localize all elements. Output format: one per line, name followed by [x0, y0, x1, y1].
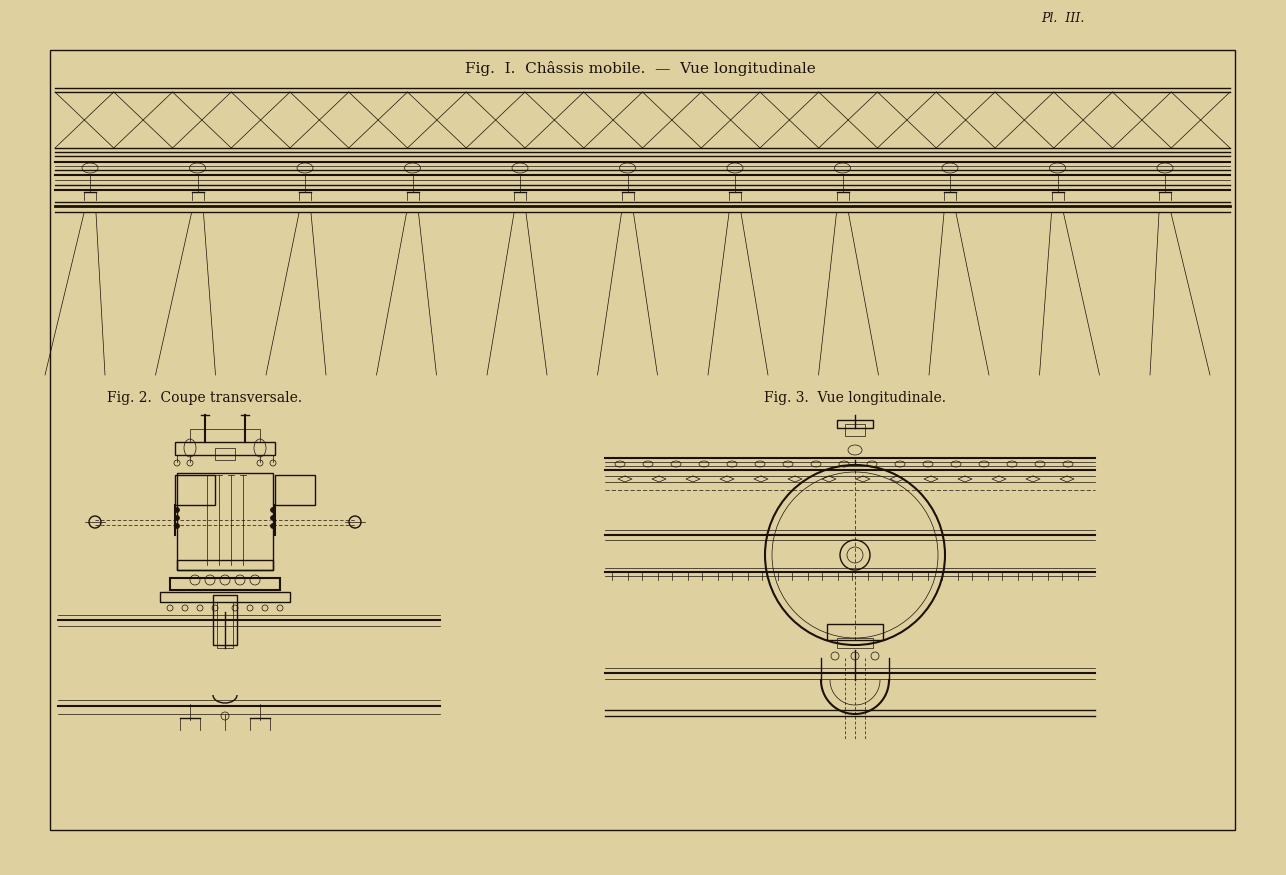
Text: Fig. 3.  Vue longitudinale.: Fig. 3. Vue longitudinale.: [764, 391, 946, 405]
Circle shape: [270, 507, 275, 513]
Bar: [190, 429, 260, 442]
Bar: [845, 424, 865, 436]
Bar: [827, 624, 883, 640]
Bar: [170, 578, 280, 590]
Bar: [837, 420, 873, 428]
Bar: [159, 592, 291, 602]
Circle shape: [175, 515, 180, 521]
Circle shape: [270, 523, 275, 528]
Bar: [837, 638, 873, 648]
Bar: [275, 475, 315, 505]
Bar: [177, 473, 273, 570]
Bar: [215, 448, 235, 460]
Bar: [213, 595, 237, 645]
Bar: [175, 442, 275, 455]
Bar: [217, 602, 233, 648]
Text: Fig.  I.  Châssis mobile.  —  Vue longitudinale: Fig. I. Châssis mobile. — Vue longitudin…: [464, 60, 815, 75]
Text: Pl.  III.: Pl. III.: [1042, 12, 1084, 25]
Bar: [177, 560, 273, 570]
Circle shape: [270, 515, 275, 521]
Circle shape: [175, 523, 180, 528]
Bar: [175, 475, 215, 505]
Text: Fig. 2.  Coupe transversale.: Fig. 2. Coupe transversale.: [108, 391, 302, 405]
Circle shape: [175, 507, 180, 513]
